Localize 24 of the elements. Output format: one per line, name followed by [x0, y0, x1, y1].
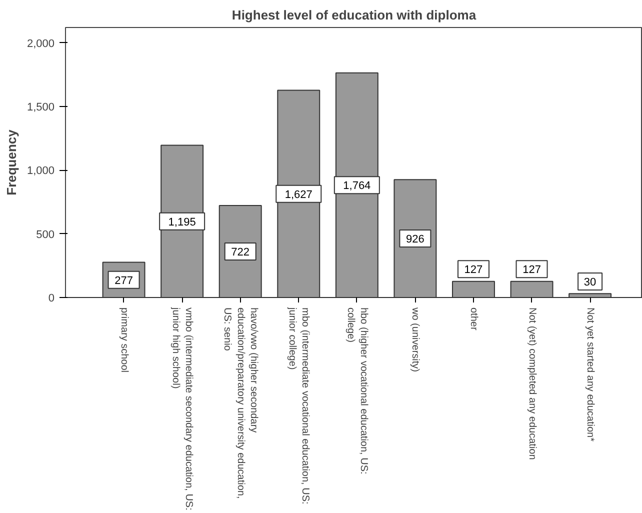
y-tick-label: 1,000 [26, 165, 55, 178]
x-tick-label: Not yet started any education* [584, 308, 596, 442]
data-label: 722 [231, 246, 250, 259]
y-tick-label: 2,000 [26, 38, 55, 50]
y-tick-label: 500 [36, 228, 55, 241]
data-label: 1,764 [343, 180, 371, 192]
y-tick-label: 0 [48, 292, 55, 304]
x-tick-label: mbo (intermediate vocational education, US: junior college) [286, 306, 311, 504]
data-label: 127 [464, 264, 483, 276]
x-tick-label: other [468, 308, 479, 331]
x-tick-label: primary school [118, 308, 130, 373]
data-label: 277 [114, 274, 133, 287]
x-tick-label: Not (yet) completed any education [526, 308, 538, 460]
chart-title: Highest level of education with diploma [232, 8, 477, 22]
data-label: 127 [522, 264, 541, 276]
x-tick-label: vmbo (intermediate secondary education, US: junior high school) [170, 306, 194, 510]
y-tick-label: 1,500 [26, 101, 55, 114]
x-tick-label: hbo (higher vocational education, US: college) [344, 308, 370, 474]
data-label: 926 [406, 234, 424, 246]
data-label: 30 [584, 276, 596, 289]
data-label: 1,627 [284, 188, 312, 201]
data-label: 1,195 [168, 216, 196, 228]
y-axis-title: Frequency [4, 128, 19, 196]
x-tick-label: wo (university) [410, 306, 421, 372]
